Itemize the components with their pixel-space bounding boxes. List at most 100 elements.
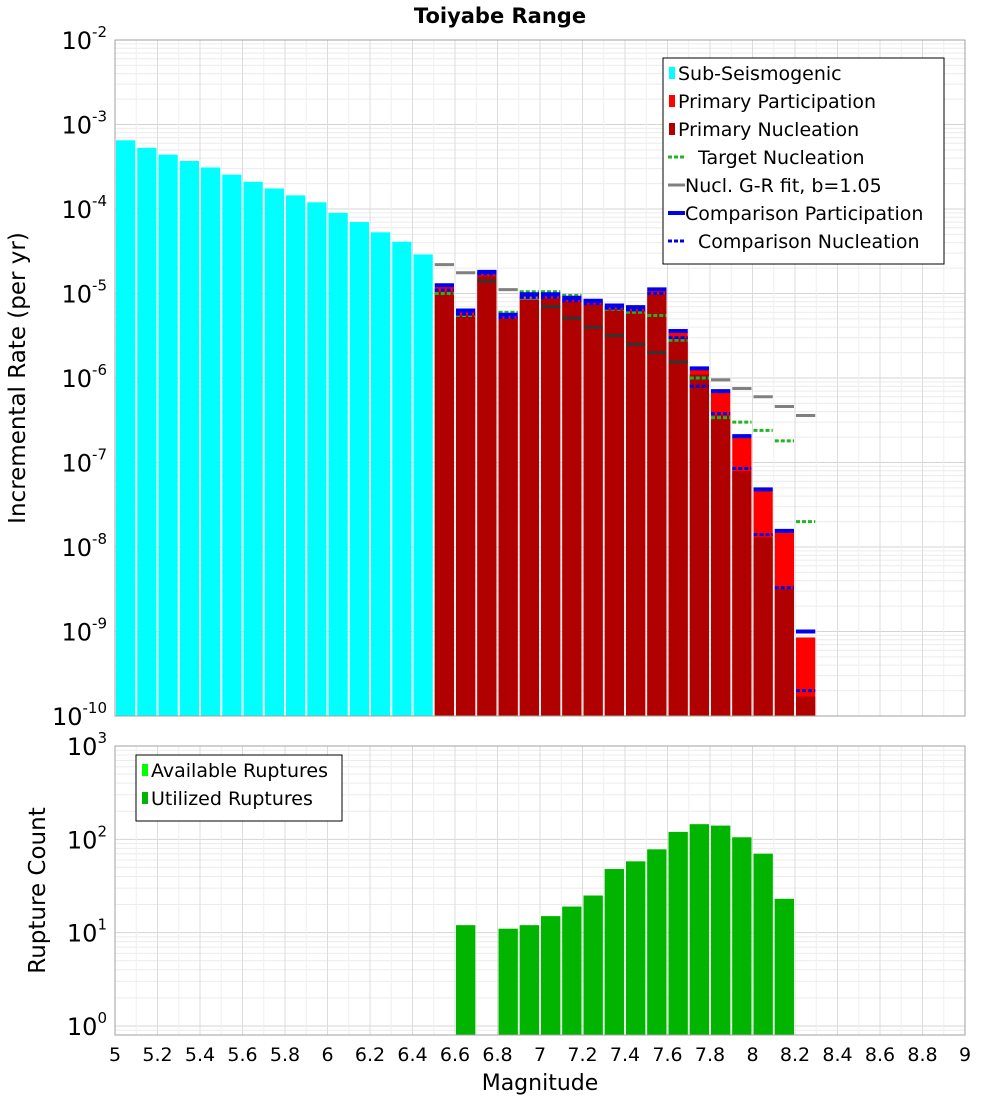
primary-nucleation-bar [668,337,688,716]
y-axis-label: Incremental Rate (per yr) [5,232,31,524]
sub-seismogenic-bar [307,202,327,716]
utilized-ruptures-bar [732,837,752,1035]
utilized-ruptures-bar [753,853,773,1035]
legend-swatch [669,95,675,107]
sub-seismogenic-bar [222,174,242,717]
utilized-ruptures-bar [626,861,646,1035]
x-tick-label: 6.8 [482,1044,512,1066]
x-tick-label: 6 [321,1044,333,1066]
sub-seismogenic-bar [158,154,178,717]
legend-label: Primary Nucleation [678,119,859,141]
sub-seismogenic-bar [116,140,136,716]
legend-swatch [142,764,148,776]
legend-swatch [669,123,675,135]
x-tick-label: 5.8 [270,1044,300,1066]
legend-box [135,754,343,822]
utilized-ruptures-bar [498,928,518,1035]
x-tick-label: 8 [746,1044,758,1066]
sub-seismogenic-bar [179,160,199,717]
sub-seismogenic-bar [243,181,263,717]
utilized-ruptures-bar [689,824,709,1035]
y-tick-label: 10-7 [61,446,107,478]
utilized-ruptures-bar [519,925,539,1035]
primary-participation-bar [796,637,816,716]
rupture-count-panel: 100 101 102 103 Rupture Count Available Ruptu… [25,729,971,1096]
y-tick-label: 103 [67,729,107,761]
primary-nucleation-bar [774,588,794,716]
x-tick-label: 7 [534,1044,546,1066]
legend-label: Nucl. G-R fit, b=1.05 [685,175,882,197]
plot-border [114,745,966,1036]
sub-seismogenic-bar [371,232,391,716]
x-tick-label: 5.4 [185,1044,215,1066]
y-tick-label: 10-4 [61,192,107,224]
x-tick-label: 7.8 [695,1044,725,1066]
utilized-ruptures-bar [562,906,582,1035]
y-tick-label: 10-3 [61,108,107,140]
x-tick-label: 6.6 [440,1044,470,1066]
primary-nucleation-bar [562,301,582,716]
sub-seismogenic-bar [137,147,157,716]
primary-nucleation-bar [434,291,454,716]
utilized-ruptures-bar [583,895,603,1035]
utilized-ruptures-bar [668,831,688,1035]
x-axis-label: Magnitude [482,1071,599,1096]
utilized-ruptures-bar [456,925,476,1035]
x-tick-label: 6.2 [355,1044,385,1066]
x-tick-label: 7.2 [567,1044,597,1066]
primary-nucleation-bar [519,298,539,716]
primary-nucleation-bar [732,471,752,716]
y-tick-label: 10-5 [61,277,107,309]
legend-box [662,57,945,265]
primary-nucleation-bar [456,315,476,716]
primary-nucleation-bar [647,294,667,716]
primary-nucleation-bar [689,374,709,716]
x-tick-label: 8.8 [907,1044,937,1066]
primary-nucleation-bar [796,696,816,716]
sub-seismogenic-bar [201,167,221,717]
x-tick-label: 6.4 [397,1044,427,1066]
legend-label: Comparison Nucleation [698,231,920,253]
primary-nucleation-bar [626,311,646,716]
primary-nucleation-bar [753,537,773,716]
legend-label: Primary Participation [678,91,876,113]
utilized-ruptures-bar [647,849,667,1035]
chart-title: Toiyabe Range [414,4,586,28]
x-tick-label: 8.4 [822,1044,852,1066]
legend-label: Utilized Ruptures [151,788,313,810]
sub-seismogenic-bar [413,254,433,716]
rate-panel: 10-10 10-9 10-8 10-7 10-6 10-5 10-4 10-3 10-2 Inc… [5,23,966,731]
y-tick-label: 10-8 [61,530,107,562]
primary-nucleation-bar [498,318,518,716]
y-tick-label: 10-2 [61,23,107,55]
x-tick-label: 9 [959,1044,971,1066]
primary-nucleation-bar [711,415,731,716]
x-tick-label: 5 [109,1044,121,1066]
legend-label: Target Nucleation [697,147,865,169]
primary-nucleation-bar [477,276,497,716]
x-tick-label: 8.6 [865,1044,895,1066]
x-tick-label: 5.2 [142,1044,172,1066]
primary-nucleation-bar [541,298,561,716]
utilized-ruptures-bar [541,916,561,1035]
sub-seismogenic-bar [286,195,306,717]
legend-swatch [142,792,148,804]
sub-seismogenic-bar [392,241,412,716]
utilized-ruptures-bar [774,898,794,1035]
plot-border [114,39,966,717]
sub-seismogenic-bar [264,188,284,717]
legend-swatch [669,67,675,79]
y-tick-label: 102 [67,822,107,854]
legend-label: Comparison Participation [685,203,923,225]
sub-seismogenic-bar [328,212,348,716]
primary-nucleation-bar [604,309,624,716]
x-tick-label: 5.6 [227,1044,257,1066]
utilized-ruptures-bar [604,869,624,1035]
x-tick-label: 8.2 [780,1044,810,1066]
y-axis-label: Rupture Count [25,807,51,973]
legend-label: Sub-Seismogenic [678,63,842,85]
y-tick-label: 10-10 [52,699,107,731]
y-tick-label: 100 [67,1009,107,1041]
legend-label: Available Ruptures [151,760,328,782]
